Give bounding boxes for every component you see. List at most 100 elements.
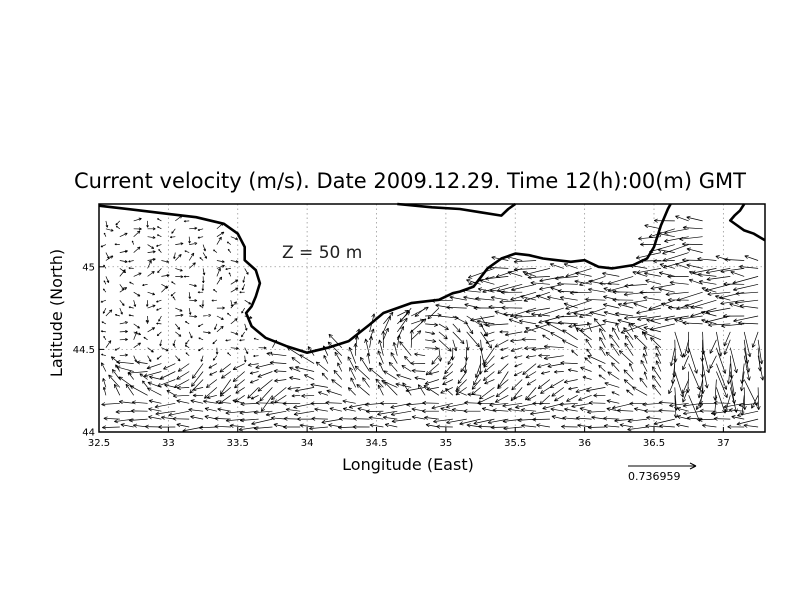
current-vector-204 [417, 384, 426, 396]
current-vector-839 [188, 262, 196, 269]
current-vector-186 [166, 390, 176, 396]
current-vector-860 [739, 264, 759, 269]
current-vector-615 [557, 320, 578, 325]
current-vector-93 [188, 407, 204, 412]
current-vector-158 [431, 402, 453, 410]
current-vector-712 [211, 299, 217, 302]
current-vector-838 [175, 268, 183, 272]
current-vector-601 [383, 311, 394, 325]
current-vector-526 [438, 339, 452, 352]
current-vector-908 [662, 244, 689, 255]
current-vector-374 [163, 363, 176, 370]
current-vector-725 [565, 299, 592, 310]
current-vector-371 [116, 360, 134, 365]
current-vector-357 [567, 368, 578, 372]
current-vector-632 [146, 315, 150, 323]
current-vector-445 [500, 355, 509, 360]
current-vector-850 [563, 262, 578, 269]
current-vector-869 [216, 260, 225, 264]
current-vector-250 [381, 380, 398, 388]
current-vector-674 [199, 304, 204, 309]
current-vector-878 [697, 256, 717, 262]
current-vector-733 [676, 299, 703, 311]
current-vector-345 [401, 364, 412, 372]
current-vector-829 [697, 272, 717, 277]
current-vector-658 [624, 315, 648, 321]
current-vector-272 [698, 387, 703, 408]
current-vector-396 [474, 363, 481, 378]
current-vector-182 [114, 383, 121, 396]
current-vector-802 [105, 276, 110, 283]
current-vector-273 [716, 387, 727, 414]
current-vector-96 [225, 410, 245, 415]
coastline-azov [397, 202, 517, 217]
current-vector-909 [681, 242, 703, 247]
current-vector-468 [161, 347, 169, 352]
current-vector-746 [213, 289, 218, 293]
current-vector-564 [410, 318, 427, 333]
current-vector-516 [212, 339, 218, 345]
current-vector-930 [189, 226, 198, 230]
current-vector-595 [175, 323, 181, 330]
current-vector-905 [226, 241, 232, 245]
current-vector-638 [227, 312, 232, 317]
current-vector-416 [101, 353, 107, 357]
current-vector-426 [243, 355, 247, 363]
current-vector-737 [734, 299, 759, 305]
current-vector-859 [720, 268, 745, 274]
current-vector-401 [537, 363, 550, 369]
current-vector-795 [650, 283, 675, 291]
current-vector-352 [497, 371, 509, 389]
current-vector-789 [574, 279, 592, 285]
current-vector-472 [215, 347, 219, 355]
current-vector-456 [655, 345, 662, 356]
current-vector-717 [463, 295, 481, 301]
current-vector-840 [202, 268, 206, 276]
current-vector-353 [513, 371, 523, 377]
current-vector-87 [736, 418, 759, 426]
current-vector-11 [253, 426, 273, 431]
current-vector-461 [729, 355, 734, 379]
current-vector-397 [483, 363, 495, 373]
current-vector-394 [444, 363, 454, 375]
current-vector-528 [465, 339, 470, 351]
current-vector-220 [632, 386, 648, 396]
current-vector-812 [242, 276, 246, 283]
current-vector-771 [119, 284, 125, 291]
current-vector-275 [742, 387, 747, 410]
current-vector-49 [214, 416, 231, 421]
current-vector-331 [209, 371, 218, 376]
current-vector-718 [475, 296, 495, 301]
current-vector-529 [479, 339, 484, 352]
current-vector-919 [230, 236, 239, 240]
current-vector-462 [743, 355, 751, 381]
current-vector-99 [265, 410, 287, 417]
current-vector-547 [723, 339, 731, 355]
current-vector-515 [198, 337, 204, 341]
current-vector-101 [293, 410, 315, 416]
current-vector-343 [378, 362, 384, 372]
current-vector-841 [216, 264, 225, 269]
current-vector-826 [658, 271, 675, 277]
current-vector-347 [428, 371, 439, 376]
current-vector-413 [716, 363, 728, 390]
current-vector-680 [427, 307, 440, 320]
current-vector-719 [490, 295, 509, 301]
current-vector-863 [128, 260, 134, 263]
current-vector-372 [136, 360, 148, 365]
current-vector-252 [405, 387, 426, 393]
current-vector-763 [658, 287, 675, 293]
x-tick-label-0: 32.5 [88, 438, 110, 449]
current-vector-793 [624, 283, 648, 288]
current-vector-291 [303, 374, 315, 380]
current-vector-571 [499, 330, 509, 334]
current-vector-193 [260, 395, 273, 412]
current-vector-400 [522, 363, 537, 376]
current-vector-672 [175, 307, 183, 312]
current-vector-187 [172, 393, 190, 399]
current-vector-474 [244, 347, 249, 355]
current-vector-215 [566, 394, 578, 402]
current-vector-659 [637, 315, 661, 322]
current-vector-417 [119, 353, 128, 357]
current-vector-377 [208, 363, 218, 369]
